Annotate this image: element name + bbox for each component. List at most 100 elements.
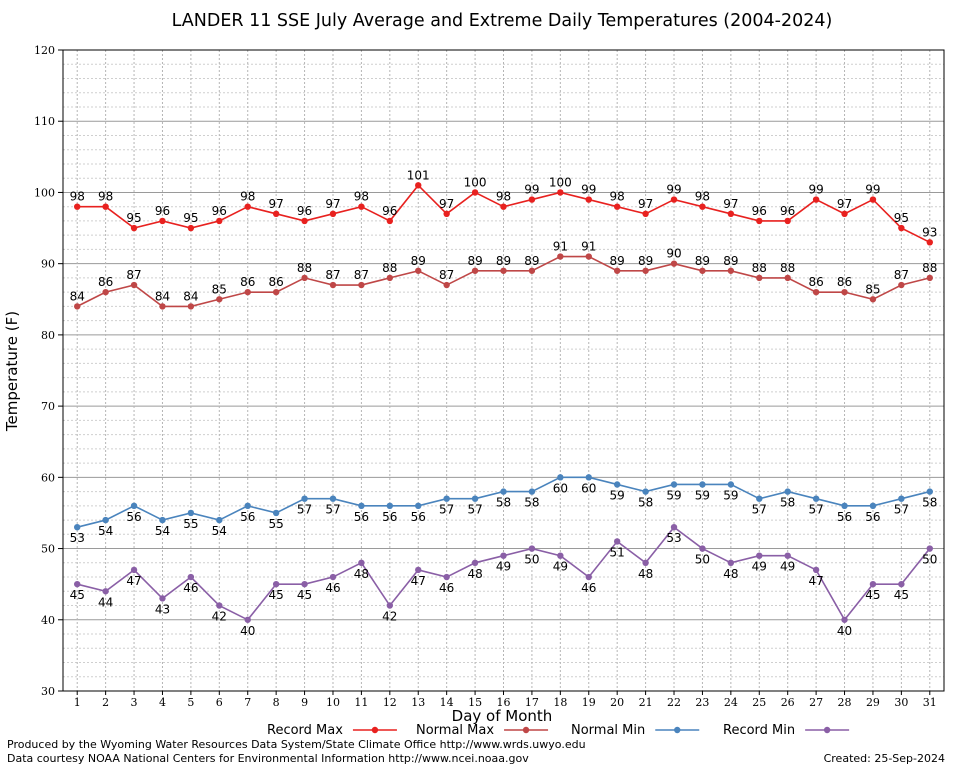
record-max-data-label: 99 <box>865 183 880 197</box>
normal-min-data-label: 56 <box>382 510 397 524</box>
normal-max-point <box>102 288 109 296</box>
record-min-data-label: 46 <box>183 581 198 595</box>
normal-max-data-label: 85 <box>865 282 880 296</box>
x-tick-label: 3 <box>131 696 138 709</box>
x-tick-label: 13 <box>411 696 425 709</box>
record-min-point <box>585 573 592 581</box>
normal-max-data-label: 87 <box>325 268 340 282</box>
normal-max-point <box>216 296 223 303</box>
record-min-point <box>613 538 621 545</box>
record-max-point <box>244 203 251 210</box>
normal-min-point <box>471 495 479 502</box>
normal-min-point <box>102 516 109 524</box>
record-min-point <box>415 566 422 574</box>
record-min-data-label: 43 <box>155 602 170 616</box>
record-max-data-label: 97 <box>439 197 454 211</box>
record-max-point <box>216 217 223 225</box>
x-tick-label: 16 <box>497 696 511 709</box>
footer-data-courtesy: Data courtesy NOAA National Centers for … <box>7 752 529 765</box>
record-min-point <box>926 545 933 552</box>
normal-max-data-label: 87 <box>439 268 454 282</box>
record-max-point <box>613 203 621 210</box>
normal-max-point <box>784 274 791 282</box>
normal-max-point <box>329 281 337 289</box>
record-max-point <box>841 210 848 218</box>
normal-max-data-label: 86 <box>240 275 255 289</box>
normal-max-data-label: 89 <box>524 254 539 268</box>
normal-min-data-label: 56 <box>837 510 852 524</box>
normal-max-data-label: 88 <box>752 261 767 275</box>
normal-max-data-label: 89 <box>695 254 710 268</box>
record-min-point <box>386 602 394 609</box>
normal-min-data-label: 55 <box>269 517 284 531</box>
x-tick-label: 22 <box>667 696 681 709</box>
record-max-data-label: 97 <box>837 197 852 211</box>
normal-max-point <box>358 281 365 289</box>
record-max-point <box>358 203 365 210</box>
record-min-data-label: 42 <box>382 610 397 624</box>
normal-max-point <box>443 281 450 289</box>
record-max-data-label: 99 <box>808 183 823 197</box>
normal-max-point <box>301 274 308 282</box>
record-max-data-label: 101 <box>407 168 430 182</box>
record-max-data-label: 95 <box>183 211 198 225</box>
x-tick-label: 18 <box>553 696 567 709</box>
x-tick-label: 17 <box>525 696 539 709</box>
record-min-data-label: 46 <box>439 581 454 595</box>
normal-max-point <box>699 267 706 274</box>
record-min-data-label: 49 <box>553 560 568 574</box>
record-min-point <box>784 552 791 559</box>
normal-min-point <box>500 488 507 495</box>
record-min-data-label: 50 <box>695 553 710 567</box>
grid-lines <box>63 49 944 692</box>
normal-max-point <box>898 281 905 289</box>
normal-min-data-label: 56 <box>411 510 426 524</box>
normal-min-data-label: 56 <box>240 510 255 524</box>
y-tick-label: 120 <box>34 44 55 57</box>
record-min-data-label: 42 <box>212 610 227 624</box>
normal-max-data-label: 88 <box>297 261 312 275</box>
normal-max-point <box>756 274 763 282</box>
normal-max-data-label: 89 <box>638 254 653 268</box>
normal-min-point <box>841 502 848 510</box>
record-max-data-label: 97 <box>325 197 340 211</box>
normal-max-point <box>613 267 621 274</box>
legend-label-record-min: Record Min <box>723 723 795 738</box>
x-tick-label: 7 <box>244 696 251 709</box>
normal-min-data-label: 58 <box>524 496 539 510</box>
record-max-point <box>500 203 507 210</box>
x-tick-label: 15 <box>468 696 482 709</box>
normal-max-point <box>585 253 592 260</box>
record-min-data-label: 49 <box>780 560 795 574</box>
normal-min-point <box>159 516 166 524</box>
y-tick-label: 70 <box>41 400 55 413</box>
record-min-point <box>670 523 678 531</box>
record-max-data-label: 100 <box>464 175 487 189</box>
record-max-point <box>102 203 109 210</box>
normal-max-point <box>130 281 138 289</box>
record-min-data-label: 49 <box>496 560 511 574</box>
record-max-data-label: 96 <box>382 204 397 218</box>
normal-max-data-label: 89 <box>411 254 426 268</box>
normal-max-data-label: 86 <box>98 275 113 289</box>
normal-min-point <box>301 495 308 502</box>
normal-max-data-label: 89 <box>467 254 482 268</box>
record-max-data-label: 97 <box>269 197 284 211</box>
normal-max-data-label: 87 <box>354 268 369 282</box>
normal-min-point <box>613 481 621 488</box>
normal-min-point <box>727 481 735 488</box>
normal-min-data-label: 57 <box>894 503 909 517</box>
footer-created-date: Created: 25-Sep-2024 <box>824 752 945 765</box>
record-min-point <box>557 552 564 559</box>
record-min-data-label: 45 <box>297 588 312 602</box>
record-max-data-label: 100 <box>549 175 572 189</box>
record-max-point <box>74 203 81 210</box>
normal-max-point <box>471 267 479 274</box>
normal-min-point <box>187 509 195 517</box>
normal-max-data-label: 89 <box>610 254 625 268</box>
record-max-data-label: 96 <box>780 204 795 218</box>
normal-min-data-label: 60 <box>581 481 596 495</box>
normal-min-point <box>272 509 280 517</box>
record-min-data-label: 48 <box>467 567 482 581</box>
